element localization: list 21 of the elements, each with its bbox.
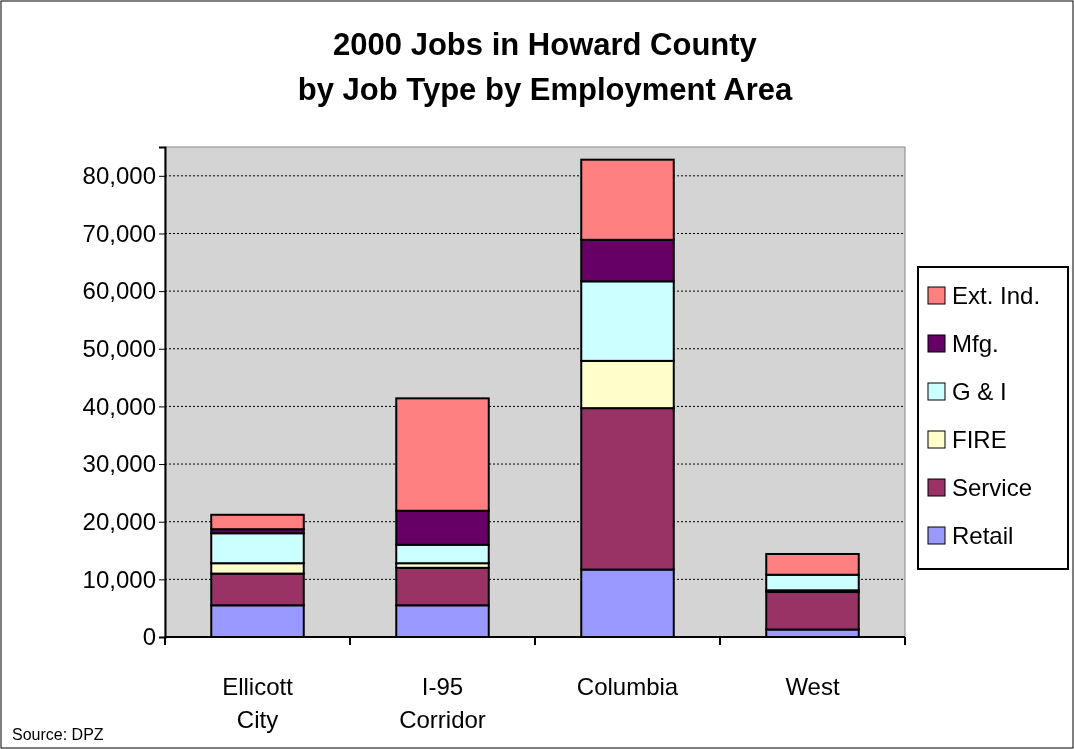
legend-label: G & I bbox=[952, 378, 1007, 405]
x-tick-label: Ellicott City bbox=[222, 673, 294, 733]
legend-label: Mfg. bbox=[952, 330, 999, 357]
y-tick-label: 20,000 bbox=[82, 507, 156, 535]
y-tick-label: 30,000 bbox=[82, 450, 156, 478]
legend-label: FIRE bbox=[952, 426, 1007, 453]
source-note: Source: DPZ bbox=[12, 726, 104, 743]
y-tick-label: 40,000 bbox=[82, 392, 156, 420]
x-tick-label: West bbox=[785, 673, 840, 700]
y-tick-label: 60,000 bbox=[82, 277, 156, 305]
chart-title: 2000 Jobs in Howard County by Job Type by Employment Area bbox=[297, 27, 793, 107]
y-tick-label: 70,000 bbox=[82, 219, 156, 247]
y-tick-label: 10,000 bbox=[82, 565, 156, 593]
x-tick-label: Columbia bbox=[576, 673, 679, 700]
legend-label: Service bbox=[952, 474, 1033, 501]
legend-label: Ext. Ind. bbox=[952, 282, 1041, 309]
y-tick-label: 50,000 bbox=[82, 334, 156, 362]
legend-label: Retail bbox=[952, 522, 1014, 549]
y-tick-label: 0 bbox=[142, 623, 156, 651]
y-tick-label: 80,000 bbox=[82, 162, 156, 189]
x-tick-label: I-95 Corridor bbox=[399, 673, 486, 733]
